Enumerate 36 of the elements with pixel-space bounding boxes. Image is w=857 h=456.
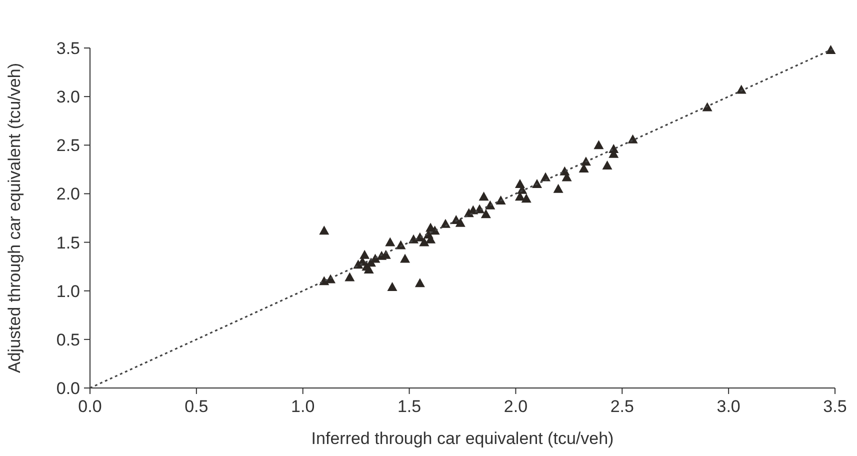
point — [478, 192, 489, 201]
y-tick-label: 0.0 — [56, 379, 80, 398]
x-tick-label: 1.0 — [291, 397, 315, 416]
x-tick-label: 3.5 — [823, 397, 847, 416]
point — [319, 226, 330, 235]
point — [419, 237, 430, 246]
x-tick-label: 3.0 — [716, 397, 740, 416]
point — [344, 272, 355, 282]
point — [702, 102, 712, 112]
y-tick-label: 3.5 — [56, 39, 80, 58]
point — [602, 160, 612, 170]
point — [594, 140, 604, 150]
x-tick-label: 0.5 — [184, 397, 208, 416]
point — [385, 237, 396, 246]
y-tick-label: 3.0 — [56, 88, 80, 107]
point — [360, 250, 370, 259]
point — [400, 254, 410, 263]
point — [532, 179, 542, 188]
point — [628, 134, 638, 144]
x-tick-label: 1.5 — [397, 397, 422, 416]
x-tick-label: 2.0 — [504, 397, 528, 416]
point — [521, 194, 532, 203]
x-axis-title: Inferred through car equivalent (tcu/veh) — [311, 429, 614, 448]
y-axis-title: Adjusted through car equivalent (tcu/veh) — [5, 63, 24, 373]
y-tick-label: 2.0 — [56, 184, 80, 204]
y-tick-label: 1.0 — [56, 282, 80, 301]
x-tick-label: 0.0 — [78, 397, 102, 416]
y-tick-label: 1.5 — [56, 233, 80, 252]
x-tick-label: 2.5 — [610, 397, 634, 416]
point — [553, 184, 564, 193]
point — [455, 218, 466, 227]
y-tick-label: 0.5 — [56, 330, 80, 350]
point — [480, 209, 491, 218]
point — [387, 282, 398, 291]
y-tick-label: 2.5 — [56, 136, 80, 156]
point — [414, 278, 425, 288]
